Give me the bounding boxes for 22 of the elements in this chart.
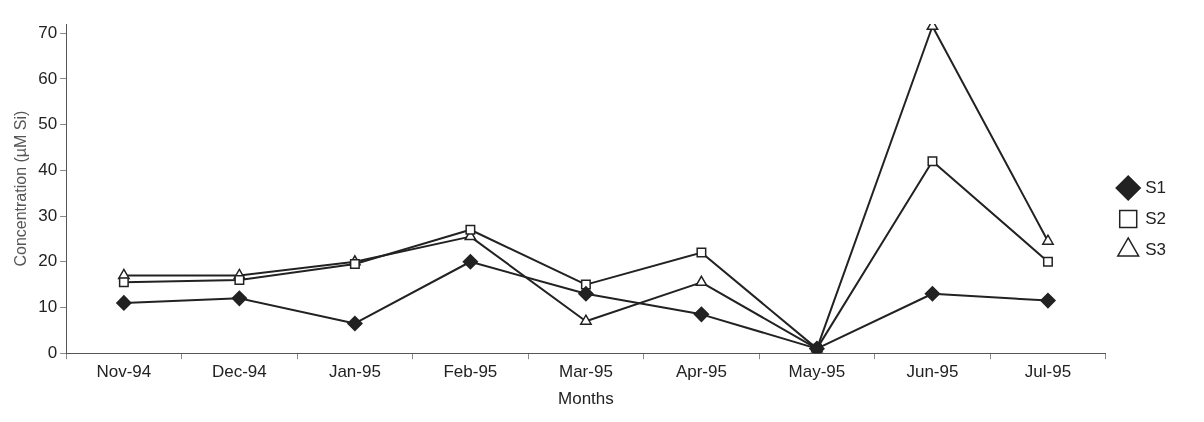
y-tick-label: 20 [38, 251, 58, 271]
x-tick-label: Jan-95 [328, 362, 381, 382]
legend-label: S1 [1145, 177, 1166, 197]
x-tick-label: Dec-94 [211, 362, 267, 382]
x-tick-label: Mar-95 [558, 362, 613, 382]
y-tick-label: 10 [38, 297, 58, 317]
x-tick-label: Apr-95 [675, 362, 727, 382]
y-tick-label: 70 [38, 22, 58, 42]
y-axis-title: Concentration (µM Si) [12, 110, 30, 267]
y-tick-label: 30 [38, 205, 58, 225]
y-tick-label: 60 [38, 68, 58, 88]
x-tick-label: Nov-94 [96, 362, 152, 382]
x-tick-label: Jun-95 [906, 362, 959, 382]
x-tick-label: Feb-95 [443, 362, 498, 382]
y-tick-label: 50 [38, 114, 58, 134]
x-axis-title: Months [558, 389, 614, 409]
legend-label: S3 [1145, 239, 1166, 259]
y-tick-label: 40 [38, 160, 58, 179]
y-tick-label: 0 [47, 342, 58, 362]
legend-label: S2 [1145, 208, 1166, 228]
x-tick-label: May-95 [788, 362, 846, 382]
x-tick-label: Jul-95 [1024, 362, 1072, 382]
